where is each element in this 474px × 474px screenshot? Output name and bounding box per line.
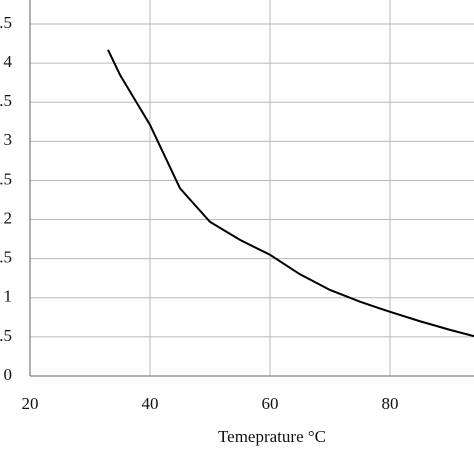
y-tick-label: 0 bbox=[4, 365, 13, 384]
y-tick-label: 0.5 bbox=[0, 326, 12, 345]
x-axis-label: Temeprature °C bbox=[218, 427, 326, 446]
y-tick-label: 3.5 bbox=[0, 91, 12, 110]
y-tick-label: 2 bbox=[4, 208, 13, 227]
y-tick-label: 4.5 bbox=[0, 13, 12, 32]
x-tick-label: 60 bbox=[262, 394, 279, 413]
y-tick-label: 1.5 bbox=[0, 248, 12, 267]
y-tick-label: 1 bbox=[4, 287, 13, 306]
y-tick-label: 4 bbox=[4, 52, 13, 71]
x-tick-label: 20 bbox=[22, 394, 39, 413]
y-tick-label: 2.5 bbox=[0, 169, 12, 188]
x-tick-label: 40 bbox=[142, 394, 159, 413]
y-tick-label: 3 bbox=[4, 130, 13, 149]
x-tick-label: 80 bbox=[382, 394, 399, 413]
line bbox=[107, 49, 474, 338]
